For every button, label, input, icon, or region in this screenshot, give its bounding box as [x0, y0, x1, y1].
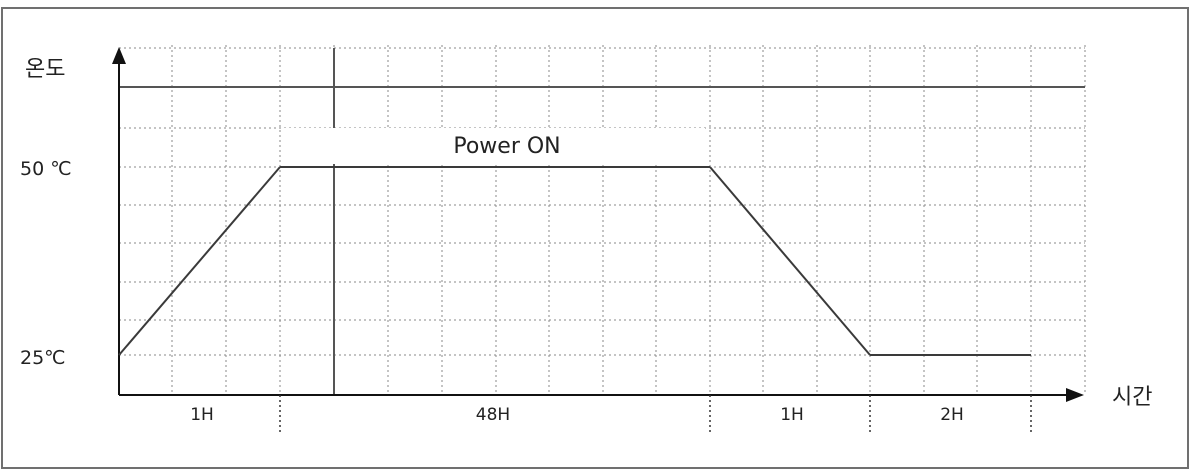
segment-label-3: 1H — [780, 405, 804, 425]
y-axis-label: 온도 — [25, 57, 65, 82]
temperature-profile — [118, 166, 1031, 356]
chart-frame — [1, 7, 1189, 469]
segment-label-2: 48H — [476, 405, 510, 425]
grid — [119, 45, 1086, 395]
y-tick-25: 25℃ — [20, 347, 66, 369]
profile-segment-0 — [118, 166, 281, 356]
axes — [112, 47, 1085, 402]
x-axis-arrow-icon — [1066, 388, 1084, 402]
x-axis-label: 시간 — [1112, 385, 1152, 410]
annotation-power-on: Power ON — [453, 134, 560, 159]
annotation-background — [283, 128, 705, 164]
segment-label-4: 2H — [940, 405, 964, 425]
segment-label-1: 1H — [190, 405, 214, 425]
y-tick-50: 50 ℃ — [20, 158, 72, 180]
y-axis-arrow-icon — [112, 47, 126, 64]
profile-segment-2 — [709, 166, 871, 356]
segment-boundaries — [279, 395, 1032, 435]
